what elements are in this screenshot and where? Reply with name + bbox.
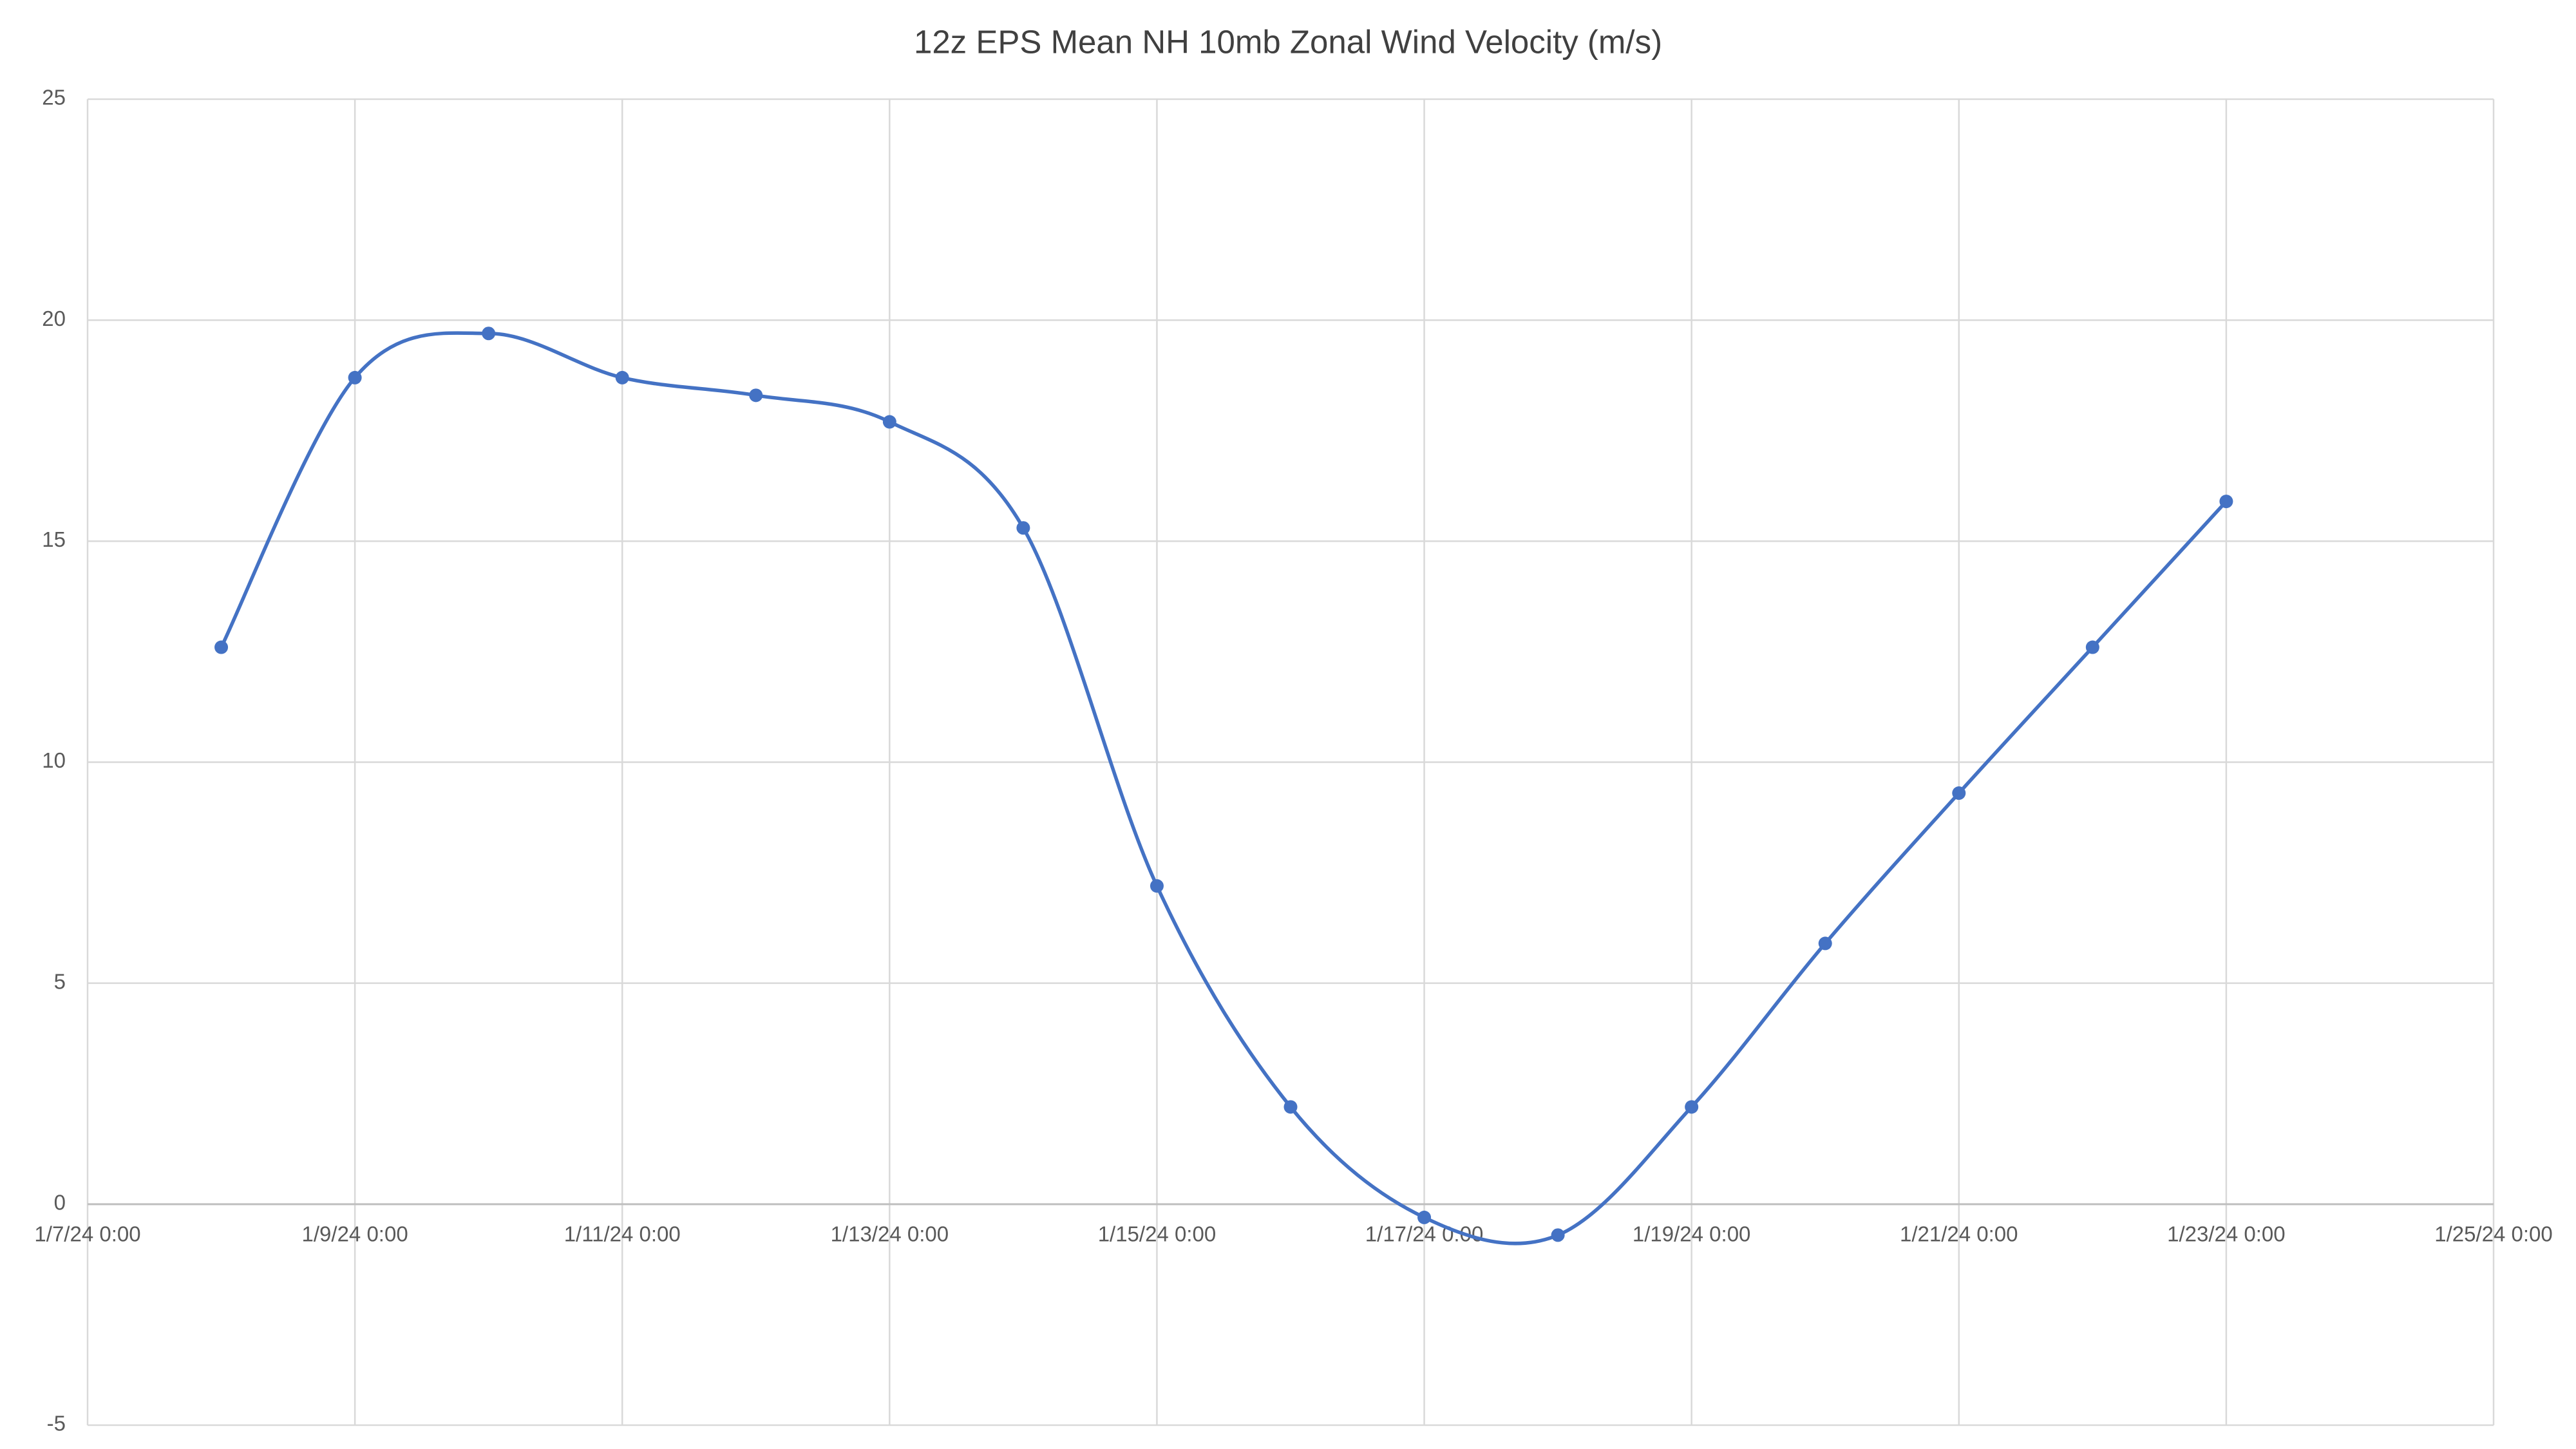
y-tick-label: 0 <box>54 1191 66 1215</box>
x-tick-label: 1/19/24 0:00 <box>1633 1222 1751 1246</box>
data-point <box>2085 640 2099 654</box>
x-tick-label: 1/7/24 0:00 <box>34 1222 140 1246</box>
data-point <box>1150 879 1164 893</box>
data-point <box>482 327 496 341</box>
x-tick-label: 1/23/24 0:00 <box>2167 1222 2286 1246</box>
data-point <box>882 415 896 429</box>
data-point <box>1283 1100 1298 1114</box>
x-tick-label: 1/25/24 0:00 <box>2434 1222 2553 1246</box>
data-point <box>615 370 629 384</box>
data-point <box>1952 786 1966 800</box>
y-tick-label: 10 <box>42 748 66 772</box>
data-line <box>220 331 2228 1245</box>
data-point <box>749 388 763 402</box>
x-tick-label: 1/13/24 0:00 <box>831 1222 949 1246</box>
y-tick-label: 5 <box>54 969 66 993</box>
data-point <box>1551 1228 1565 1242</box>
data-point <box>1016 521 1030 535</box>
data-point <box>214 640 229 654</box>
data-point <box>1417 1210 1432 1224</box>
data-point <box>1818 936 1832 951</box>
y-tick-label: 15 <box>42 527 66 551</box>
chart-title: 12z EPS Mean NH 10mb Zonal Wind Velocity… <box>914 23 1662 60</box>
x-tick-label: 1/9/24 0:00 <box>302 1222 408 1246</box>
x-tick-label: 1/11/24 0:00 <box>564 1222 681 1246</box>
y-tick-label: 25 <box>42 86 66 109</box>
data-point <box>1685 1100 1699 1114</box>
x-tick-label: 1/21/24 0:00 <box>1900 1222 2018 1246</box>
y-tick-label: 20 <box>42 307 66 330</box>
x-tick-label: 1/15/24 0:00 <box>1098 1222 1217 1246</box>
data-point <box>348 370 362 384</box>
y-tick-label: -5 <box>47 1412 66 1435</box>
data-point <box>2219 495 2233 509</box>
